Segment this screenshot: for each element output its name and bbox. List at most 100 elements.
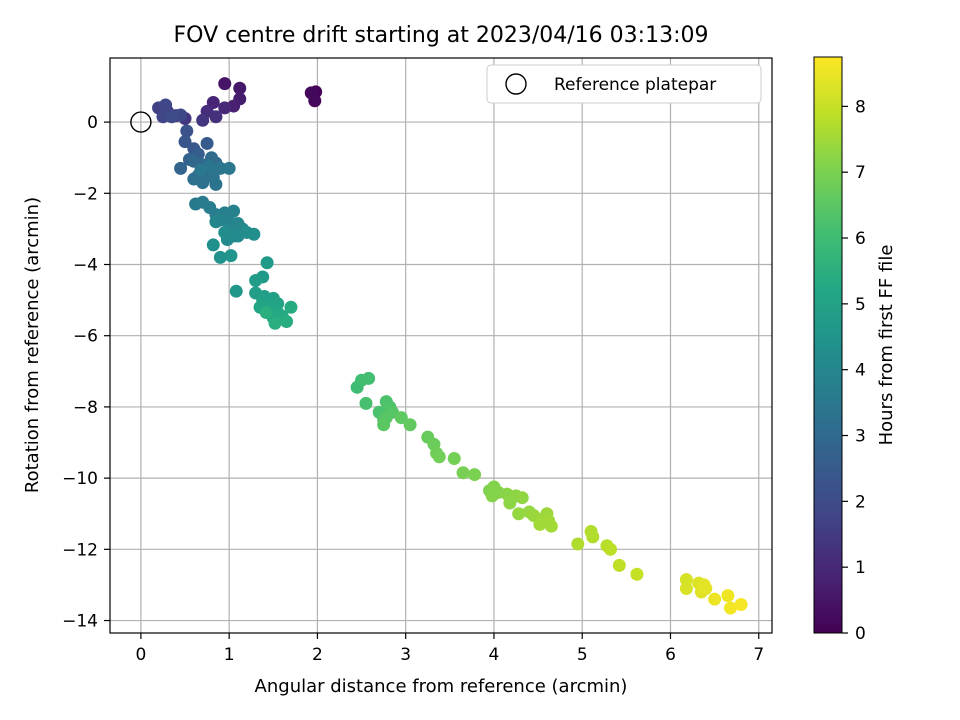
data-point: [209, 177, 223, 191]
colorbar-tick-label: 7: [855, 163, 866, 183]
data-point: [209, 215, 223, 229]
data-point: [456, 466, 470, 480]
y-axis-label: Rotation from reference (arcmin): [22, 197, 43, 493]
reference-platepar-marker: [130, 111, 152, 133]
chart-title: FOV centre drift starting at 2023/04/16 …: [174, 23, 709, 48]
data-point: [612, 558, 626, 572]
data-point: [304, 86, 318, 100]
data-point: [377, 418, 391, 432]
data-point: [359, 396, 373, 410]
data-point: [178, 135, 192, 149]
data-point: [249, 274, 263, 288]
data-point: [224, 249, 238, 263]
y-tick-label: −6: [73, 327, 98, 347]
legend-label-reference: Reference platepar: [554, 75, 716, 95]
data-point: [260, 256, 274, 270]
data-point: [247, 227, 261, 241]
data-point: [259, 306, 273, 320]
data-point: [362, 371, 376, 385]
data-point: [512, 507, 526, 521]
y-tick-label: −4: [73, 256, 98, 276]
data-point: [218, 225, 232, 239]
data-point: [503, 496, 517, 510]
colorbar-tick-label: 6: [855, 229, 866, 249]
plot-area: [110, 58, 772, 633]
x-tick-label: 7: [753, 645, 764, 665]
colorbar-tick-label: 2: [855, 492, 866, 512]
colorbar-ticks: 0 1 2 3 4 5 6 7 8: [842, 97, 866, 644]
x-axis-label: Angular distance from reference (arcmin): [255, 676, 628, 697]
data-point: [432, 450, 446, 464]
data-point: [468, 468, 482, 482]
data-point: [159, 98, 173, 112]
data-point: [196, 176, 210, 190]
grid-lines: [110, 58, 772, 633]
colorbar-label: Hours from first FF file: [876, 245, 897, 446]
data-point: [394, 411, 408, 425]
data-point: [280, 314, 294, 328]
data-point: [603, 542, 617, 556]
colorbar-tick-label: 4: [855, 361, 866, 381]
y-tick-label: −8: [73, 398, 98, 418]
colorbar-tick-label: 1: [855, 558, 866, 578]
data-point: [586, 530, 600, 544]
colorbar-tick-label: 8: [855, 97, 866, 117]
data-point: [218, 77, 232, 91]
data-point: [630, 567, 644, 581]
y-tick-label: 0: [87, 113, 98, 133]
data-point: [222, 161, 236, 175]
y-tick-label: −12: [62, 540, 98, 560]
legend-box: [486, 64, 762, 104]
data-point: [200, 136, 214, 150]
data-point: [218, 101, 232, 115]
data-point: [180, 124, 194, 138]
data-point: [403, 418, 417, 432]
data-point: [679, 573, 693, 587]
legend-marker-reference: [505, 73, 527, 95]
x-tick-label: 0: [135, 645, 146, 665]
colorbar-tick-label: 3: [855, 427, 866, 447]
data-point: [724, 601, 738, 615]
data-point: [174, 161, 188, 175]
y-axis-ticks: −14 −12 −10 −8 −6 −4 −2 0: [62, 113, 110, 632]
data-point: [734, 598, 748, 612]
data-point: [679, 581, 693, 595]
data-point: [571, 537, 585, 551]
data-point: [542, 514, 556, 528]
data-point: [206, 238, 220, 252]
data-point: [515, 491, 529, 505]
y-tick-label: −2: [73, 184, 98, 204]
legend: Reference platepar: [486, 64, 762, 104]
data-point: [194, 163, 208, 177]
x-tick-label: 1: [224, 645, 235, 665]
x-tick-label: 5: [577, 645, 588, 665]
plot-frame: [109, 57, 773, 634]
colorbar-tick-label: 0: [855, 624, 866, 644]
data-point: [209, 110, 223, 124]
colorbar: [813, 56, 843, 634]
data-point: [697, 578, 711, 592]
data-point: [165, 110, 179, 124]
x-tick-label: 2: [312, 645, 323, 665]
data-point: [229, 284, 243, 298]
data-point: [213, 250, 227, 264]
data-point: [233, 81, 247, 95]
data-point: [485, 489, 499, 503]
y-tick-label: −14: [62, 612, 98, 632]
x-axis-ticks: 0 1 2 3 4 5 6 7: [135, 633, 764, 665]
data-point: [284, 300, 298, 314]
reference-marker-group: [130, 111, 152, 133]
x-tick-label: 3: [400, 645, 411, 665]
colorbar-tick-label: 5: [855, 295, 866, 315]
data-point: [227, 204, 241, 218]
data-point: [447, 452, 461, 466]
x-tick-label: 4: [489, 645, 500, 665]
x-tick-label: 6: [665, 645, 676, 665]
data-points: [152, 77, 748, 615]
data-point: [708, 592, 722, 606]
data-point: [721, 589, 735, 603]
data-point: [196, 113, 210, 127]
y-tick-label: −10: [62, 469, 98, 489]
data-point: [268, 316, 282, 330]
